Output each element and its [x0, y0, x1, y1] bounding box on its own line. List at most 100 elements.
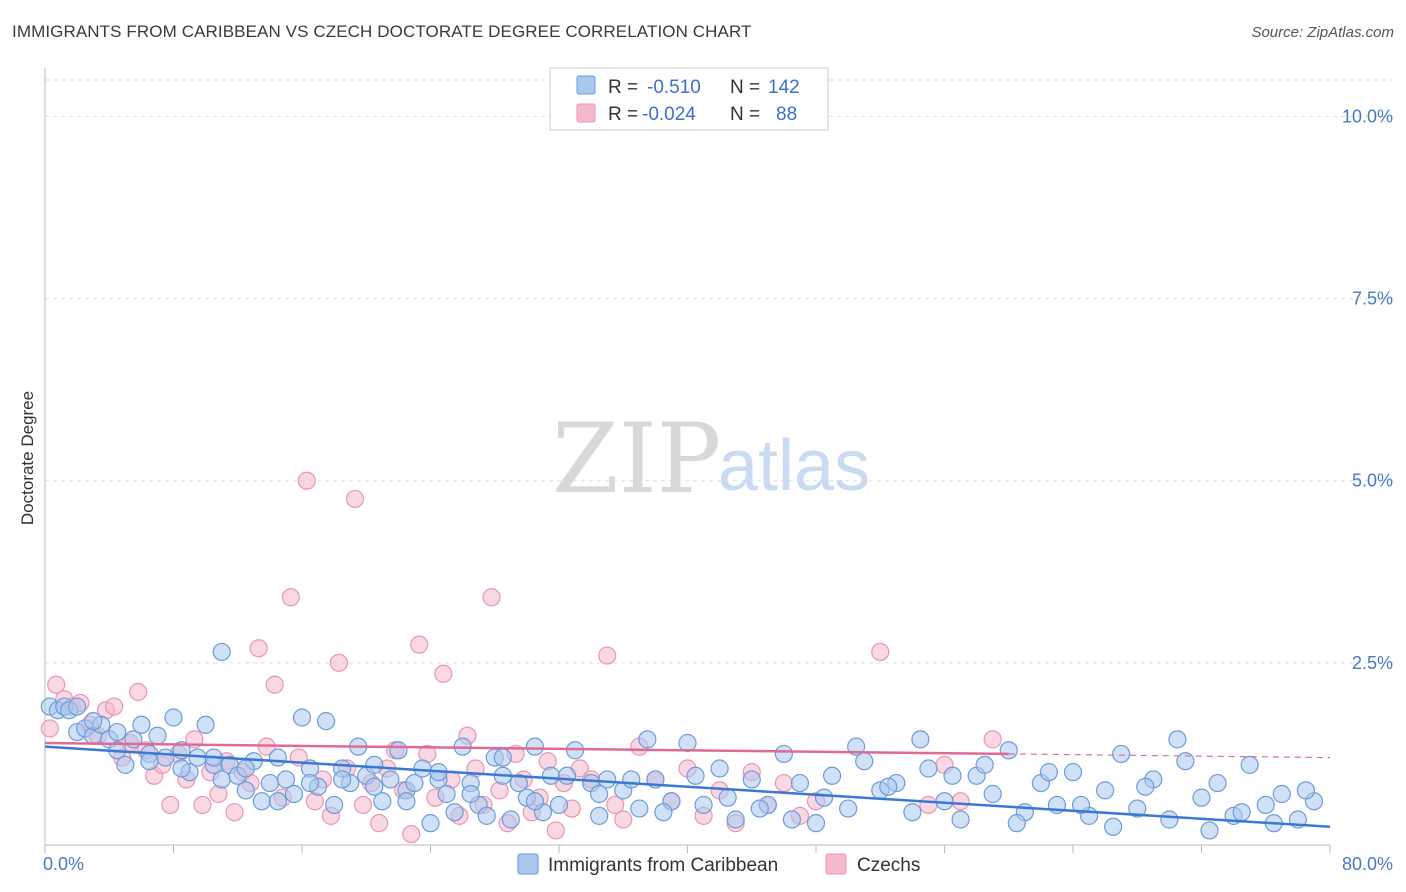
trend-lines: [44, 741, 1331, 829]
czechs-point-87: [983, 730, 1002, 749]
bottom-legend-label-2: Czechs: [857, 855, 920, 876]
czechs-point-68: [598, 646, 617, 665]
caribbean-point-42: [373, 792, 392, 811]
czechs-point-1: [47, 675, 66, 694]
caribbean-point-61: [525, 737, 545, 756]
czechs-point-36: [329, 653, 349, 672]
chart-title: IMMIGRANTS FROM CARIBBEAN VS CZECH DOCTO…: [12, 22, 752, 41]
caribbean-point-100: [1096, 781, 1115, 800]
legend-r-label-1: R =: [608, 77, 638, 98]
caribbean-point-107: [1208, 773, 1227, 793]
caribbean-point-137: [782, 810, 802, 829]
caribbean-point-32: [292, 708, 312, 727]
caribbean-point-67: [590, 806, 609, 825]
caribbean-point-44: [389, 741, 408, 760]
caribbean-point-76: [710, 759, 729, 778]
caribbean-point-98: [1063, 763, 1083, 782]
caribbean-point-101: [1112, 744, 1131, 764]
bottom-legend-swatch-pink: [825, 853, 847, 875]
caribbean-point-122: [300, 773, 320, 793]
czechs-point-63: [546, 821, 565, 840]
caribbean-point-139: [847, 737, 866, 756]
caribbean-point-125: [397, 792, 416, 811]
legend-r-value-1: -0.510: [647, 77, 701, 98]
legend-swatch-blue: [576, 75, 596, 95]
caribbean-point-145: [1039, 763, 1059, 782]
caribbean-point-30: [276, 770, 296, 789]
caribbean-point-127: [461, 784, 480, 804]
tick-labels: 2.5% 5.0% 7.5% 10.0% 0.0% 80.0%: [43, 106, 1393, 874]
caribbean-point-147: [1104, 817, 1123, 836]
source-credit: Source: ZipAtlas.com: [1251, 24, 1394, 41]
caribbean-point-141: [911, 730, 930, 749]
axes: [44, 68, 1331, 853]
caribbean-point-48: [421, 814, 440, 833]
legend-r-value-2: -0.024: [642, 104, 696, 125]
caribbean-point-58: [501, 810, 520, 829]
czechs-point-49: [434, 664, 453, 683]
legend-n-value-2: 88: [776, 104, 797, 125]
caribbean-point-41: [365, 777, 384, 796]
czechs-point-19: [193, 795, 212, 815]
caribbean-point-55: [477, 806, 496, 825]
czechs-point-38: [345, 489, 365, 509]
gridlines: [45, 79, 1395, 664]
caribbean-point-104: [1160, 810, 1179, 829]
caribbean-point-140: [879, 777, 898, 796]
caribbean-point-27: [252, 792, 271, 811]
czechs-point-86: [951, 792, 970, 811]
caribbean-point-88: [903, 803, 922, 822]
caribbean-trend-line: [44, 745, 1331, 829]
caribbean-point-138: [814, 788, 834, 807]
caribbean-point-36: [325, 795, 344, 815]
czechs-point-45: [402, 824, 421, 844]
caribbean-point-59: [509, 773, 528, 793]
caribbean-point-25: [236, 781, 255, 800]
caribbean-point-111: [1272, 784, 1291, 804]
caribbean-point-144: [1007, 814, 1026, 833]
czechs-point-0: [40, 719, 59, 738]
caribbean-point-120: [236, 759, 255, 778]
caribbean-point-81: [790, 773, 810, 793]
caribbean-point-14: [148, 726, 167, 745]
czechs-point-70: [614, 810, 633, 829]
legend-r-label-2: R =: [608, 104, 638, 125]
caribbean-point-115: [84, 712, 103, 731]
caribbean-point-149: [1168, 730, 1187, 749]
watermark-zip: ZIP: [552, 403, 721, 515]
czechs-point-26: [249, 639, 268, 658]
czechs-point-84: [919, 795, 938, 815]
y-axis-label: Doctorate Degree: [18, 391, 37, 525]
y-tick-label-2: 7.5%: [1352, 289, 1393, 309]
czechs-point-80: [774, 773, 793, 793]
watermark-atlas: atlas: [718, 426, 870, 506]
caribbean-point-51: [445, 803, 464, 822]
czechs-point-83: [871, 642, 890, 662]
caribbean-point-16: [164, 708, 183, 727]
caribbean-point-29: [268, 748, 288, 767]
caribbean-point-154: [212, 642, 231, 662]
caribbean-point-143: [975, 755, 994, 774]
caribbean-point-133: [654, 803, 673, 822]
caribbean-point-83: [822, 766, 842, 785]
caribbean-point-116: [108, 722, 127, 742]
legend-n-value-1: 142: [768, 77, 800, 98]
caribbean-point-102: [1128, 799, 1147, 818]
bottom-legend-label-1: Immigrants from Caribbean: [548, 855, 778, 876]
caribbean-point-134: [686, 766, 705, 785]
czechs-trend-line: [44, 741, 1009, 756]
czechs-point-41: [370, 814, 389, 833]
czechs-point-69: [606, 795, 625, 815]
czechs-point-23: [225, 803, 244, 822]
x-tick-label-1: 80.0%: [1342, 854, 1393, 874]
caribbean-point-43: [381, 770, 400, 789]
czechs-point-28: [265, 675, 284, 694]
caribbean-point-63: [541, 766, 561, 785]
caribbean-point-136: [750, 799, 769, 818]
caribbean-point-68: [598, 770, 617, 789]
czechs-point-15: [161, 795, 180, 815]
czechs-trend-line-extension: [1008, 753, 1331, 759]
caribbean-point-124: [365, 755, 384, 774]
caribbean-point-94: [999, 741, 1018, 760]
